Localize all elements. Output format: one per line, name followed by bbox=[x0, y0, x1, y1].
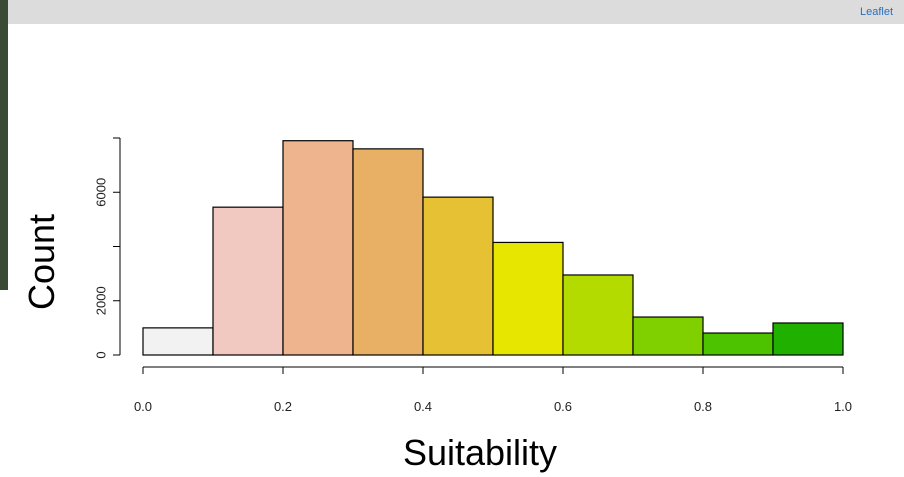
bar bbox=[143, 328, 213, 355]
bar bbox=[493, 242, 563, 355]
x-axis-label: Suitability bbox=[403, 432, 557, 473]
bar bbox=[423, 197, 493, 355]
bar bbox=[213, 207, 283, 355]
map-attribution-bar bbox=[0, 0, 904, 24]
bar bbox=[563, 275, 633, 355]
x-tick-label: 0.2 bbox=[274, 399, 292, 414]
x-tick-label: 0.8 bbox=[694, 399, 712, 414]
bar bbox=[353, 149, 423, 355]
x-tick-label: 0.0 bbox=[134, 399, 152, 414]
x-tick-label: 0.4 bbox=[414, 399, 432, 414]
y-tick-label: 2000 bbox=[93, 286, 108, 315]
bar bbox=[633, 317, 703, 355]
x-tick-label: 0.6 bbox=[554, 399, 572, 414]
y-tick-label: 0 bbox=[93, 351, 108, 358]
x-tick-label: 1.0 bbox=[834, 399, 852, 414]
screenshot: Leaflet Suitability Count 0 2000 6000 0.0 0.… bbox=[0, 0, 904, 477]
attribution-link[interactable]: Leaflet bbox=[860, 6, 893, 18]
bar bbox=[283, 141, 353, 355]
y-tick-label: 6000 bbox=[93, 178, 108, 207]
y-axis-label: Count bbox=[21, 214, 62, 310]
bar bbox=[703, 333, 773, 355]
bar bbox=[773, 323, 843, 355]
map-edge bbox=[0, 0, 8, 290]
